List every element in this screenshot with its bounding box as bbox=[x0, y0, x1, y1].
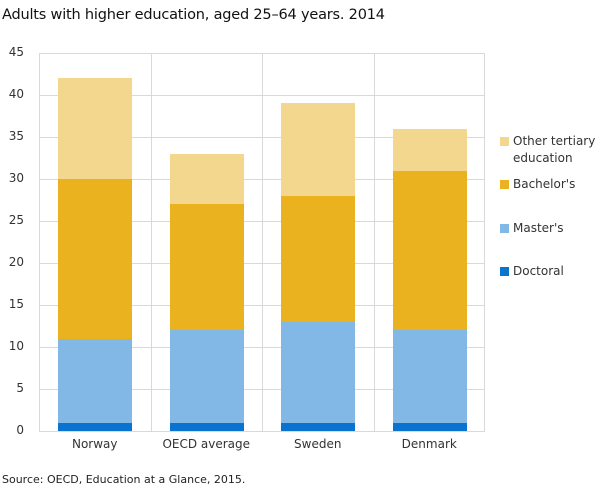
x-tick-label: Sweden bbox=[294, 437, 342, 451]
gridline-horizontal bbox=[39, 431, 485, 432]
bar-segment-doctoral bbox=[58, 422, 132, 431]
bar-segment-bachelor-s bbox=[392, 170, 467, 331]
bar-segment-bachelor-s bbox=[58, 179, 132, 339]
legend-swatch bbox=[500, 180, 509, 189]
bar-segment-doctoral bbox=[392, 422, 467, 431]
gridline-vertical bbox=[373, 53, 375, 431]
legend-swatch bbox=[500, 137, 509, 146]
x-tick-label: Denmark bbox=[401, 437, 457, 451]
legend-swatch bbox=[500, 267, 509, 276]
y-tick-label: 30 bbox=[8, 171, 24, 185]
bar-segment-doctoral bbox=[169, 422, 244, 431]
legend-label: Master's bbox=[513, 221, 564, 235]
source-note: Source: OECD, Education at a Glance, 201… bbox=[2, 473, 246, 486]
y-tick-label: 40 bbox=[8, 87, 24, 101]
bar-segment-other-tertiary-education bbox=[58, 78, 132, 179]
bar-segment-master-s bbox=[281, 321, 355, 423]
bar-segment-master-s bbox=[392, 330, 467, 423]
bar-segment-master-s bbox=[169, 330, 244, 423]
y-tick-label: 35 bbox=[8, 129, 24, 143]
y-tick-label: 15 bbox=[8, 297, 24, 311]
y-tick-label: 25 bbox=[8, 213, 24, 227]
bar-segment-master-s bbox=[58, 338, 132, 423]
bar-segment-bachelor-s bbox=[169, 204, 244, 331]
chart-title: Adults with higher education, aged 25–64… bbox=[2, 7, 385, 23]
y-tick-label: 5 bbox=[16, 381, 24, 395]
bar-segment-doctoral bbox=[281, 422, 355, 431]
gridline-vertical bbox=[150, 53, 152, 431]
x-tick-label: Norway bbox=[71, 437, 118, 451]
y-tick-label: 20 bbox=[8, 255, 24, 269]
gridline-vertical bbox=[39, 53, 40, 431]
bar-segment-bachelor-s bbox=[281, 195, 355, 322]
bar-segment-other-tertiary-education bbox=[169, 153, 244, 205]
legend-label: Bachelor's bbox=[513, 177, 576, 191]
y-tick-label: 10 bbox=[8, 339, 24, 353]
legend-label: Doctoral bbox=[513, 264, 564, 278]
plot-area bbox=[39, 53, 485, 432]
bar-segment-other-tertiary-education bbox=[281, 103, 355, 196]
x-tick-label: OECD average bbox=[162, 437, 251, 451]
bar-segment-other-tertiary-education bbox=[392, 128, 467, 171]
legend-label: Other tertiary education bbox=[513, 134, 596, 165]
y-tick-label: 45 bbox=[8, 45, 24, 59]
gridline-vertical bbox=[484, 53, 485, 431]
legend-swatch bbox=[500, 224, 509, 233]
y-tick-label: 0 bbox=[16, 423, 24, 437]
gridline-vertical bbox=[262, 53, 263, 431]
